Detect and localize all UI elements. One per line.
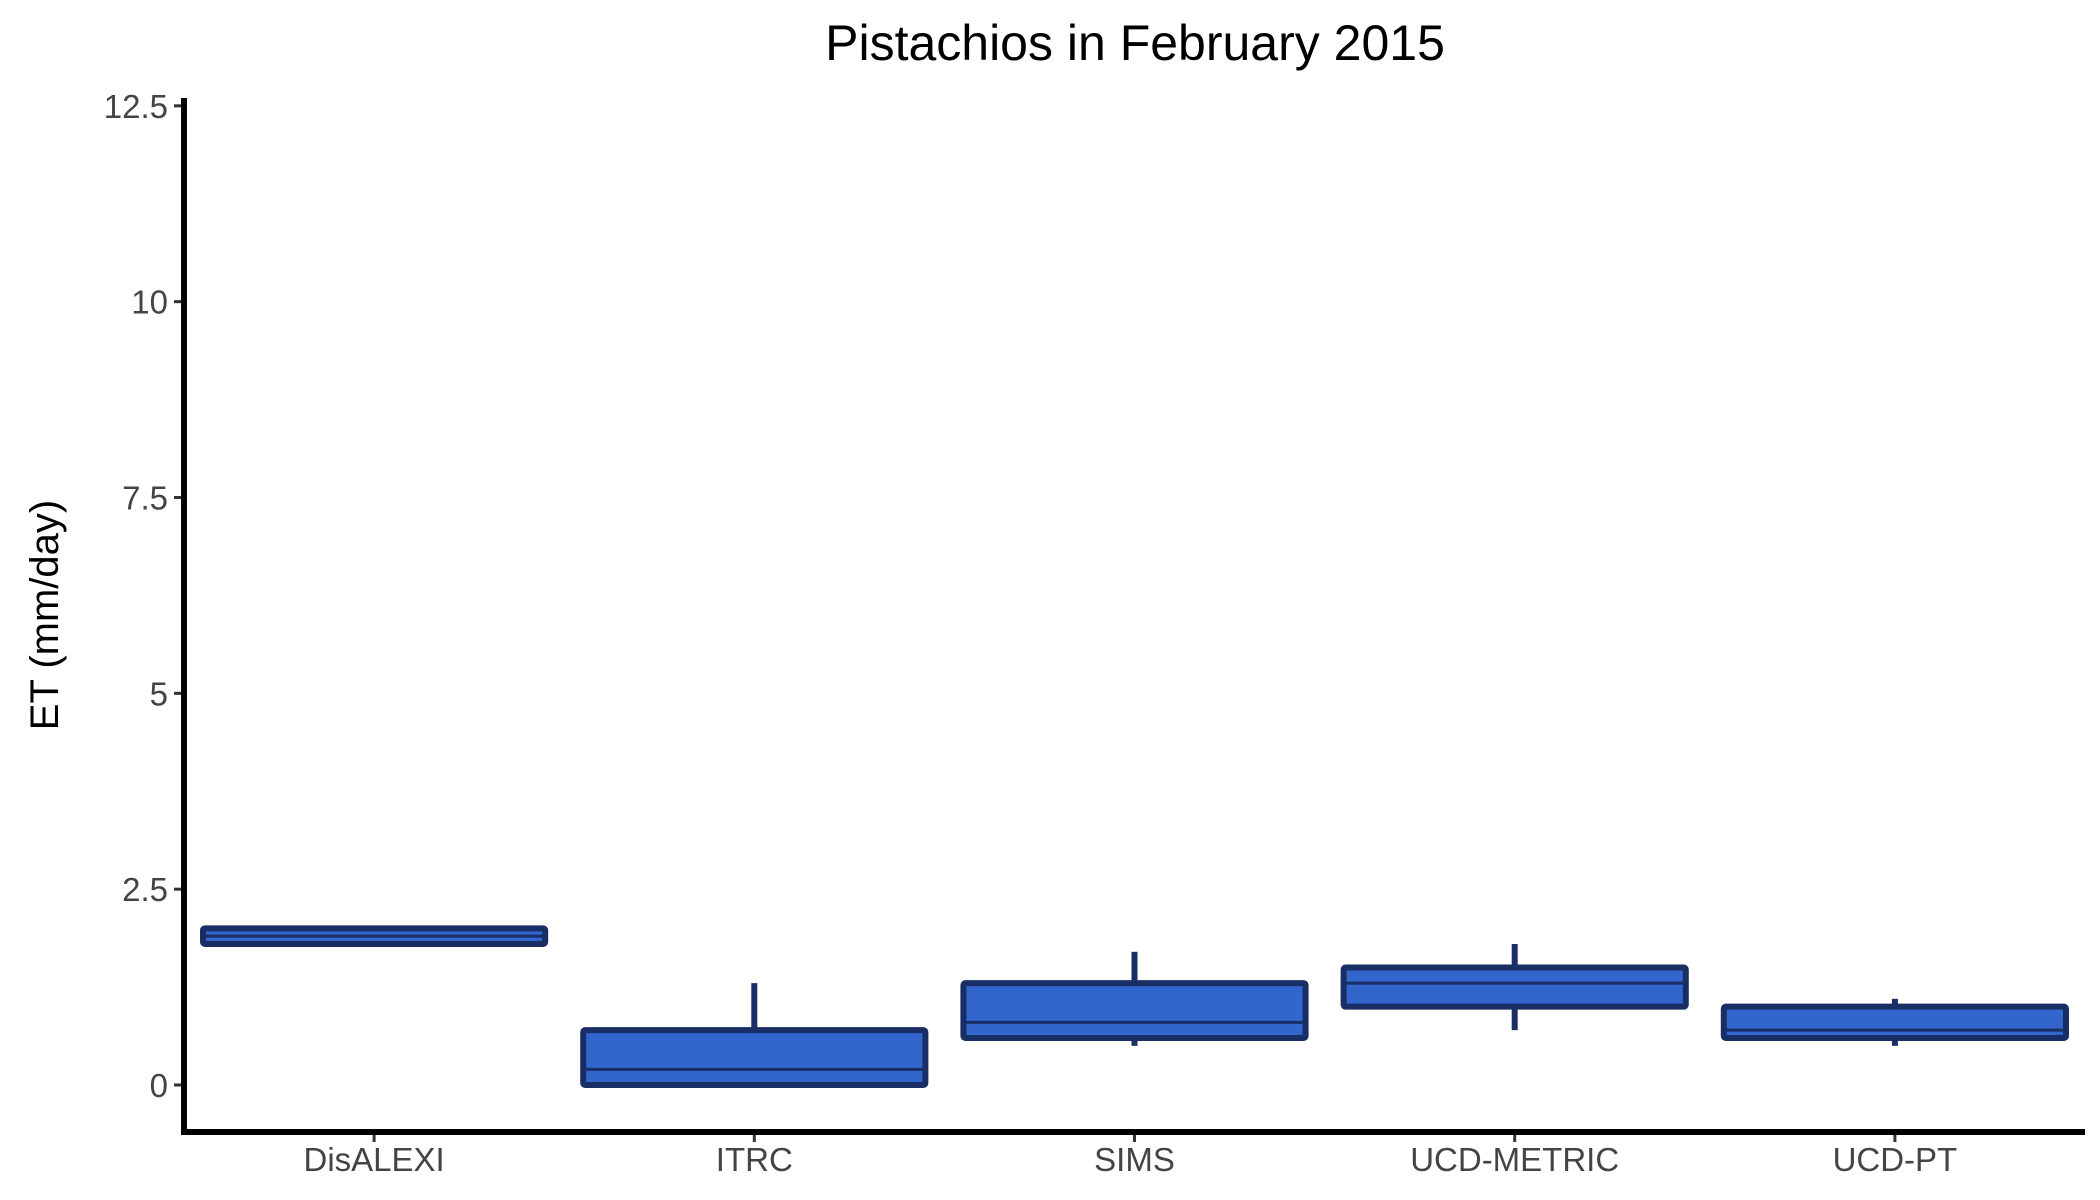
box-body bbox=[960, 980, 1309, 1042]
box-body bbox=[580, 1027, 929, 1088]
y-axis-title: ET (mm/day) bbox=[23, 500, 67, 730]
box-disalexi bbox=[200, 925, 549, 947]
y-tick-label: 10 bbox=[131, 284, 168, 321]
chart-title: Pistachios in February 2015 bbox=[825, 15, 1445, 71]
box-body bbox=[1340, 964, 1689, 1010]
y-tick-label: 12.5 bbox=[104, 88, 168, 125]
y-tick-label: 5 bbox=[150, 675, 168, 712]
box-itrc bbox=[580, 983, 929, 1088]
x-tick-label: SIMS bbox=[1094, 1141, 1175, 1178]
box-body bbox=[1720, 1003, 2069, 1042]
y-axis-ticks: 0 2.5 5 7.5 10 12.5 bbox=[104, 88, 184, 1104]
box-ucd-pt bbox=[1720, 998, 2069, 1046]
box-series bbox=[200, 925, 2069, 1088]
box-ucd-metric bbox=[1340, 944, 1689, 1031]
box-sims bbox=[960, 951, 1309, 1046]
x-tick-label: DisALEXI bbox=[303, 1141, 444, 1178]
x-tick-label: ITRC bbox=[716, 1141, 793, 1178]
x-tick-label: UCD-METRIC bbox=[1410, 1141, 1619, 1178]
y-tick-label: 2.5 bbox=[122, 871, 168, 908]
x-tick-label: UCD-PT bbox=[1833, 1141, 1958, 1178]
y-tick-label: 0 bbox=[150, 1067, 168, 1104]
y-tick-label: 7.5 bbox=[122, 480, 168, 517]
x-axis-ticks: DisALEXI ITRC SIMS UCD-METRIC UCD-PT bbox=[303, 1132, 1957, 1178]
